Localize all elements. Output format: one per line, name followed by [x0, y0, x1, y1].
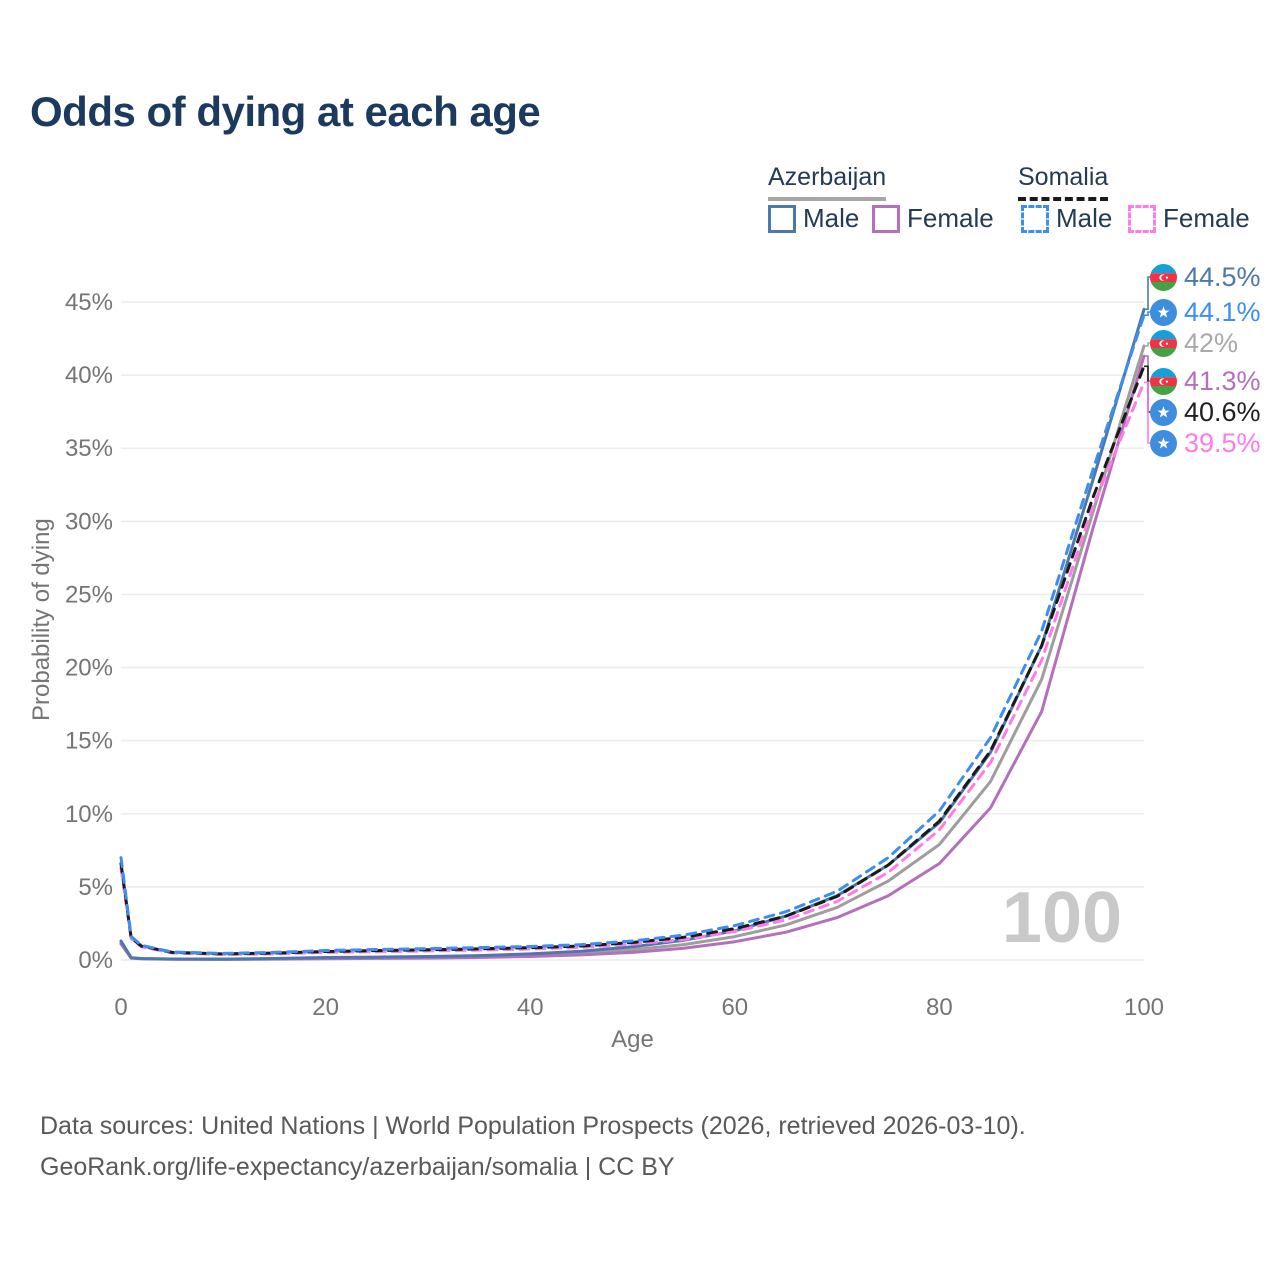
y-tick-label: 20% [65, 655, 113, 682]
somalia-male-swatch-icon [1021, 204, 1049, 233]
end-label-azerbaijan-female: 41.3% [1150, 366, 1261, 396]
end-value: 44.1% [1184, 296, 1261, 327]
footer-link: GeoRank.org/life-expectancy/azerbaijan/s… [40, 1153, 675, 1181]
x-axis-title: Age [611, 1026, 654, 1053]
end-label-azerbaijan-both: 42% [1150, 328, 1238, 358]
x-tick-label: 100 [1124, 994, 1164, 1021]
hover-age-watermark: 100 [1002, 878, 1122, 958]
y-tick-label: 0% [78, 947, 113, 974]
end-value: 39.5% [1184, 427, 1261, 458]
series-line-somalia-female [119, 380, 1146, 956]
y-tick-label: 35% [65, 435, 113, 462]
legend-country-somalia-label: Somalia [1018, 163, 1109, 201]
end-value: 42% [1184, 327, 1239, 358]
y-tick-label: 40% [65, 362, 113, 389]
end-value: 40.6% [1184, 396, 1261, 427]
azerbaijan-female-swatch-icon [872, 204, 900, 233]
end-value: 41.3% [1184, 365, 1261, 396]
legend-country-azerbaijan[interactable]: Azerbaijan [768, 163, 887, 201]
azerbaijan-male-swatch-icon [768, 204, 796, 233]
page-title: Odds of dying at each age [30, 88, 541, 135]
legend-label: Male [1056, 203, 1113, 233]
somalia-flag-icon [1150, 430, 1177, 457]
end-label-somalia-male: 44.1% [1150, 297, 1261, 327]
y-tick-label: 15% [65, 728, 113, 755]
legend-item-somalia-male[interactable]: Male [1021, 203, 1112, 234]
y-tick-label: 10% [65, 801, 113, 828]
somalia-flag-icon [1150, 399, 1177, 426]
azerbaijan-flag-icon [1150, 368, 1177, 395]
end-label-somalia-female: 39.5% [1150, 428, 1261, 458]
end-value: 44.5% [1184, 261, 1261, 292]
x-tick-label: 60 [721, 994, 748, 1021]
x-tick-label: 80 [926, 994, 953, 1021]
series-line-azerbaijan-male [119, 307, 1146, 961]
legend-item-somalia-female[interactable]: Female [1128, 203, 1250, 234]
legend-label: Male [803, 203, 860, 233]
legend-country-azerbaijan-label: Azerbaijan [768, 163, 887, 201]
series-line-somalia-both-sexes [119, 364, 1146, 956]
end-label-somalia-both: 40.6% [1150, 397, 1261, 427]
y-tick-label: 30% [65, 508, 113, 535]
legend-item-azerbaijan-female[interactable]: Female [872, 203, 994, 234]
series-line-azerbaijan-both-sexes [119, 344, 1146, 961]
footer: Data sources: United Nations | World Pop… [40, 1106, 1026, 1188]
legend-label: Female [1163, 203, 1250, 233]
legend-country-somalia[interactable]: Somalia [1018, 163, 1109, 201]
y-tick-label: 5% [78, 874, 113, 901]
y-tick-label: 25% [65, 581, 113, 608]
y-tick-label: 45% [65, 289, 113, 316]
somalia-female-swatch-icon [1128, 204, 1156, 233]
azerbaijan-flag-icon [1150, 264, 1177, 291]
somalia-flag-icon [1150, 299, 1177, 326]
x-tick-label: 0 [114, 994, 127, 1021]
x-tick-label: 40 [517, 994, 544, 1021]
x-tick-label: 20 [312, 994, 339, 1021]
footer-sources: Data sources: United Nations | World Pop… [40, 1112, 1026, 1140]
legend-label: Female [907, 203, 994, 233]
azerbaijan-flag-icon [1150, 330, 1177, 357]
series-line-somalia-male [119, 313, 1146, 955]
end-label-azerbaijan-male: 44.5% [1150, 262, 1261, 292]
y-axis-title: Probability of dying [28, 518, 55, 722]
series-line-azerbaijan-female [119, 354, 1146, 961]
legend-item-azerbaijan-male[interactable]: Male [768, 203, 859, 234]
